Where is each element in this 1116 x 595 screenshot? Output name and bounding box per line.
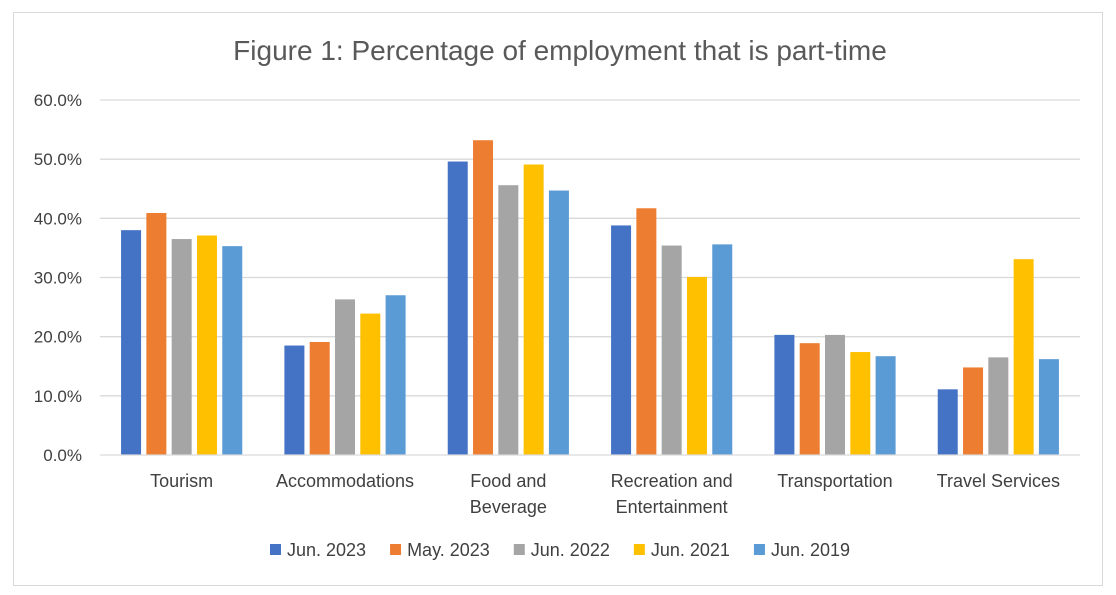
- legend-swatch: [633, 544, 645, 555]
- bar: [1038, 359, 1059, 455]
- bar: [196, 235, 217, 455]
- bar: [284, 345, 305, 455]
- x-category-label: Recreation and Entertainment: [611, 471, 733, 517]
- bar: [988, 357, 1009, 455]
- bar: [309, 341, 330, 455]
- y-axis-ticks: 0.0% 10.0% 20.0% 30.0% 40.0% 50.0% 60.0%: [34, 91, 82, 465]
- y-tick-label: 60.0%: [34, 91, 82, 110]
- legend-swatch: [753, 544, 765, 555]
- legend-swatch: [390, 544, 402, 555]
- bar: [121, 230, 142, 455]
- x-category-label: Travel Services: [937, 471, 1060, 491]
- gridlines: [100, 99, 1080, 397]
- bar: [850, 352, 871, 455]
- bar: [447, 161, 468, 456]
- x-category-label: Tourism: [150, 471, 213, 491]
- bar: [799, 343, 820, 455]
- bar: [774, 334, 795, 455]
- bar: [686, 276, 707, 455]
- y-tick-label: 10.0%: [34, 387, 82, 406]
- bar: [360, 313, 381, 455]
- bar: [335, 299, 355, 455]
- bar: [498, 185, 519, 455]
- legend-label: May. 2023: [407, 540, 490, 560]
- bar: [825, 334, 845, 455]
- legend-swatch: [513, 544, 525, 555]
- y-tick-label: 0.0%: [43, 446, 82, 465]
- chart-title: Figure 1: Percentage of employment that …: [233, 35, 887, 66]
- chart-frame: Figure 1: Percentage of employment that …: [13, 12, 1103, 586]
- legend-label: Jun. 2023: [287, 540, 366, 560]
- y-tick-label: 50.0%: [34, 150, 82, 169]
- legend-swatch: [269, 544, 281, 555]
- bar: [636, 208, 657, 455]
- bar: [523, 164, 544, 455]
- bar: [473, 140, 494, 455]
- bar: [222, 246, 243, 455]
- x-category-label: Transportation: [777, 471, 892, 491]
- legend-label: Jun. 2021: [651, 540, 730, 560]
- y-tick-label: 20.0%: [34, 328, 82, 347]
- bar: [146, 213, 167, 455]
- bar: [875, 356, 896, 455]
- bar: [937, 389, 958, 455]
- legend-label: Jun. 2022: [531, 540, 610, 560]
- bar: [963, 367, 984, 455]
- y-tick-label: 30.0%: [34, 269, 82, 288]
- x-category-label: Accommodations: [276, 471, 414, 491]
- y-tick-label: 40.0%: [34, 209, 82, 228]
- bars: [121, 140, 1059, 456]
- bar: [611, 225, 632, 455]
- bar: [1013, 259, 1034, 455]
- x-axis-labels: Tourism Accommodations Food and Beverage Rec…: [150, 471, 1060, 517]
- legend-label: Jun. 2019: [771, 540, 850, 560]
- bar: [385, 295, 406, 455]
- bar-chart: Figure 1: Percentage of employment that …: [34, 35, 1080, 560]
- x-category-label: Food and Beverage: [470, 471, 547, 517]
- bar: [171, 239, 192, 455]
- bar: [548, 190, 569, 455]
- bar: [712, 244, 733, 455]
- bar: [661, 245, 682, 455]
- legend: Jun. 2023 May. 2023 Jun. 2022 Jun. 2021 Jun.…: [269, 540, 850, 560]
